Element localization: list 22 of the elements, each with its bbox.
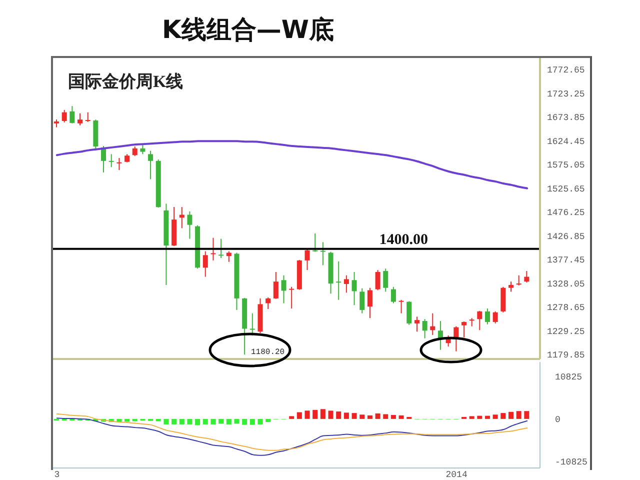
y-tick-label: 1377.45 bbox=[547, 256, 585, 266]
y-tick-label: -10825 bbox=[555, 457, 588, 468]
y-tick-label: 1673.85 bbox=[547, 113, 585, 124]
y-tick-label: 1179.85 bbox=[547, 350, 585, 361]
y-tick-label: 1278.65 bbox=[547, 303, 585, 314]
y-tick-label: 1575.05 bbox=[547, 160, 585, 171]
text: 国际金价周K线 bbox=[68, 71, 184, 93]
y-tick-label: 1328.05 bbox=[547, 279, 585, 290]
annotation: 1180.20 bbox=[251, 348, 285, 357]
x-tick-label: 3 bbox=[54, 470, 60, 480]
y-tick-label: 1525.65 bbox=[547, 184, 585, 194]
y-tick-label: 1723.25 bbox=[547, 89, 585, 100]
y-tick-label: 10825 bbox=[555, 372, 582, 382]
x-tick-label: 2014 bbox=[446, 470, 468, 480]
ref-line-label: 1400.00 bbox=[379, 232, 428, 248]
y-tick-label: 1624.45 bbox=[547, 136, 585, 147]
y-tick-label: 1229.25 bbox=[547, 326, 585, 337]
y-tick-label: 0 bbox=[555, 414, 560, 425]
y-tick-label: 1476.25 bbox=[547, 208, 585, 218]
y-tick-label: 1772.65 bbox=[547, 66, 585, 76]
chart-title: K线组合—W底 bbox=[162, 14, 334, 46]
y-tick-label: 1426.85 bbox=[547, 232, 585, 242]
